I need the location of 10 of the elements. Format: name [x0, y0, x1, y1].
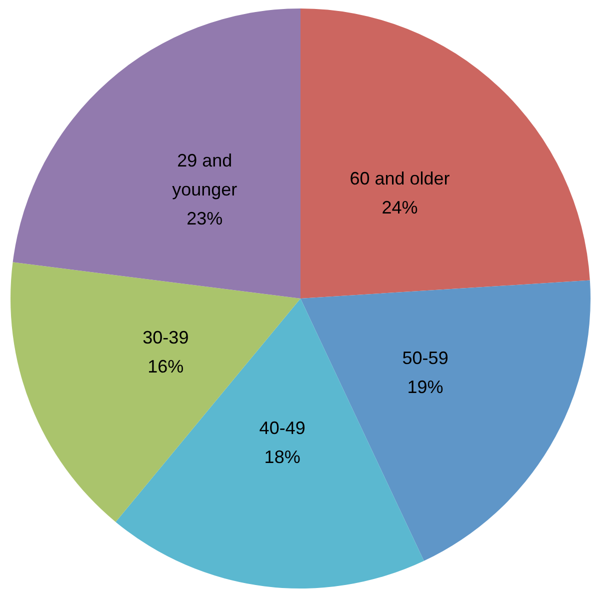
data-label: 23%	[186, 208, 223, 229]
data-label: 19%	[407, 376, 444, 397]
slice-label: 40-49	[259, 418, 306, 438]
data-label: 24%	[382, 197, 418, 218]
slice-label: 29 and younger	[172, 150, 238, 200]
slice-label: 60 and older	[350, 168, 450, 188]
data-label: 18%	[264, 446, 300, 467]
slice-label: 30-39	[142, 327, 189, 348]
slice-label: 50-59	[402, 348, 448, 368]
data-label: 16%	[148, 356, 184, 376]
